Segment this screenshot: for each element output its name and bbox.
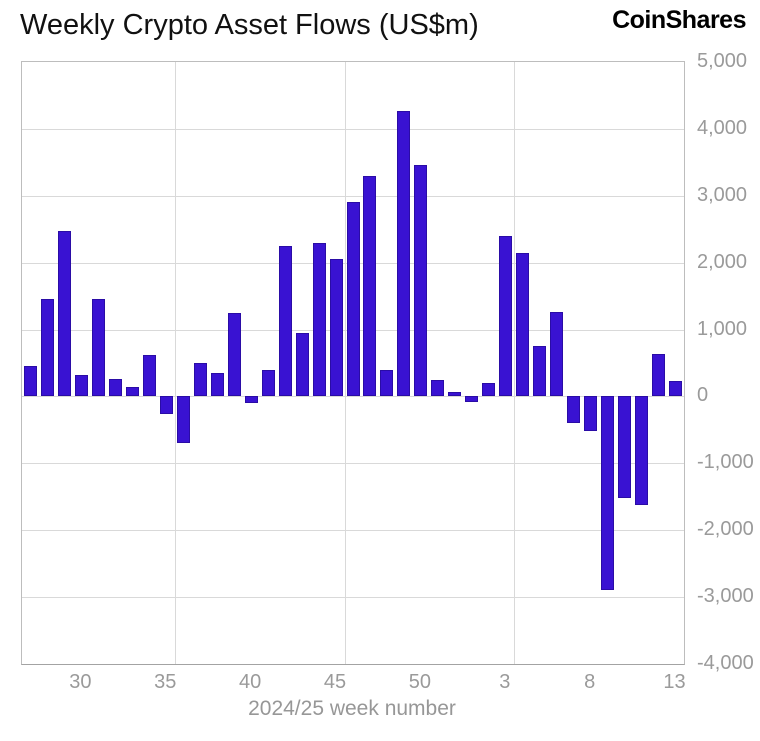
v-gridline [344, 62, 346, 664]
h-gridline [22, 530, 684, 532]
bar-week-4 [516, 252, 530, 397]
y-tick-label: 0 [697, 384, 709, 407]
bar-week-7 [567, 396, 581, 424]
bar-week-48 [380, 369, 394, 397]
h-gridline [22, 128, 684, 130]
bar-week-43 [295, 332, 309, 397]
bar-week-11 [635, 396, 649, 505]
bar-week-10 [618, 396, 632, 499]
bar-week-5 [533, 346, 547, 397]
bar-week-8 [584, 396, 598, 432]
bar-week-46 [346, 202, 360, 397]
y-tick-label: 5,000 [697, 50, 748, 72]
bar-week-30 [74, 375, 88, 397]
x-axis-title: 2024/25 week number [248, 697, 456, 720]
x-tick-label: 50 [408, 671, 432, 693]
bar-week-40 [244, 396, 258, 404]
bar-week-32 [108, 379, 122, 397]
bar-week-6 [550, 312, 564, 397]
bar-week-44 [312, 242, 326, 397]
h-gridline [22, 396, 684, 398]
y-tick-label: -2,000 [697, 518, 754, 541]
chart-title: Weekly Crypto Asset Flows (US$m) [20, 9, 479, 41]
v-gridline [174, 62, 176, 664]
bar-week-36 [176, 396, 190, 444]
bar-week-34 [142, 354, 156, 397]
x-tick-label: 13 [663, 671, 686, 693]
h-gridline [22, 597, 684, 599]
bar-week-52 [448, 391, 462, 397]
v-gridline [514, 62, 516, 664]
bar-week-37 [193, 363, 207, 397]
bar-week-50 [414, 165, 428, 397]
bar-week-12 [652, 353, 666, 397]
bar-week-45 [329, 259, 343, 397]
y-tick-label: 4,000 [697, 116, 748, 139]
x-tick-label: 30 [69, 671, 92, 693]
x-tick-label: 3 [499, 671, 511, 693]
bar-week-41 [261, 369, 275, 397]
y-tick-label: 2,000 [697, 250, 748, 273]
bar-week-3 [499, 235, 513, 397]
coinshares-logo: CoinShares [612, 6, 746, 34]
x-tick-label: 40 [239, 671, 262, 693]
y-tick-label: -4,000 [697, 652, 754, 674]
x-tick-label: 45 [323, 671, 347, 693]
y-tick-label: -3,000 [697, 585, 754, 608]
bar-week-39 [227, 312, 241, 397]
x-tick-label: 35 [154, 671, 177, 693]
bar-week-33 [125, 387, 139, 397]
bar-week-35 [159, 396, 173, 415]
bar-week-28 [40, 299, 54, 397]
bar-week-29 [57, 230, 71, 397]
bar-week-13 [669, 381, 682, 397]
bar-week-49 [397, 110, 411, 397]
h-gridline [22, 195, 684, 197]
y-tick-label: -1,000 [697, 451, 754, 474]
bar-week-38 [210, 373, 224, 397]
plot-area [21, 61, 685, 665]
h-gridline [22, 463, 684, 465]
bar-week-47 [363, 176, 377, 397]
y-tick-label: 1,000 [697, 317, 748, 340]
bar-week-9 [601, 396, 615, 591]
bar-week-2 [482, 383, 496, 397]
bar-week-1 [465, 396, 479, 402]
bar-week-31 [91, 299, 105, 397]
bar-week-51 [431, 380, 445, 397]
y-tick-label: 3,000 [697, 183, 748, 206]
bar-week-27 [23, 366, 37, 397]
x-tick-label: 8 [584, 671, 596, 693]
bar-week-42 [278, 245, 292, 397]
